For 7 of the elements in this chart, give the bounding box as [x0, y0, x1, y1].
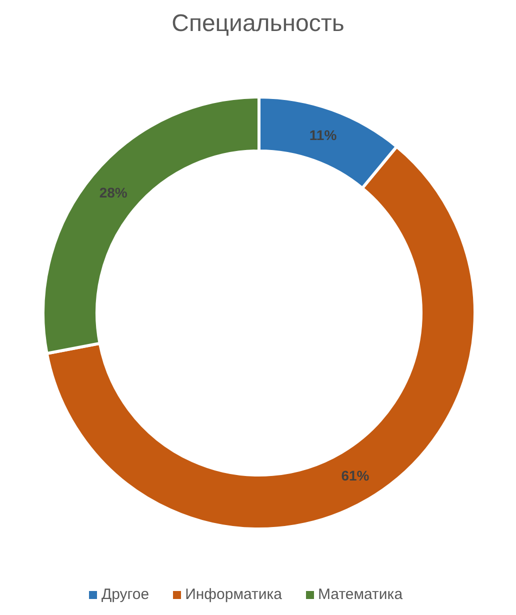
data-label: 28%	[99, 184, 128, 201]
legend-label: Информатика	[185, 586, 282, 603]
data-label: 61%	[341, 468, 370, 484]
data-label: 11%	[309, 127, 338, 144]
legend-label: Другое	[101, 586, 150, 603]
legend-label: Математика	[318, 586, 403, 603]
chart-title: Специальность	[170, 10, 346, 38]
